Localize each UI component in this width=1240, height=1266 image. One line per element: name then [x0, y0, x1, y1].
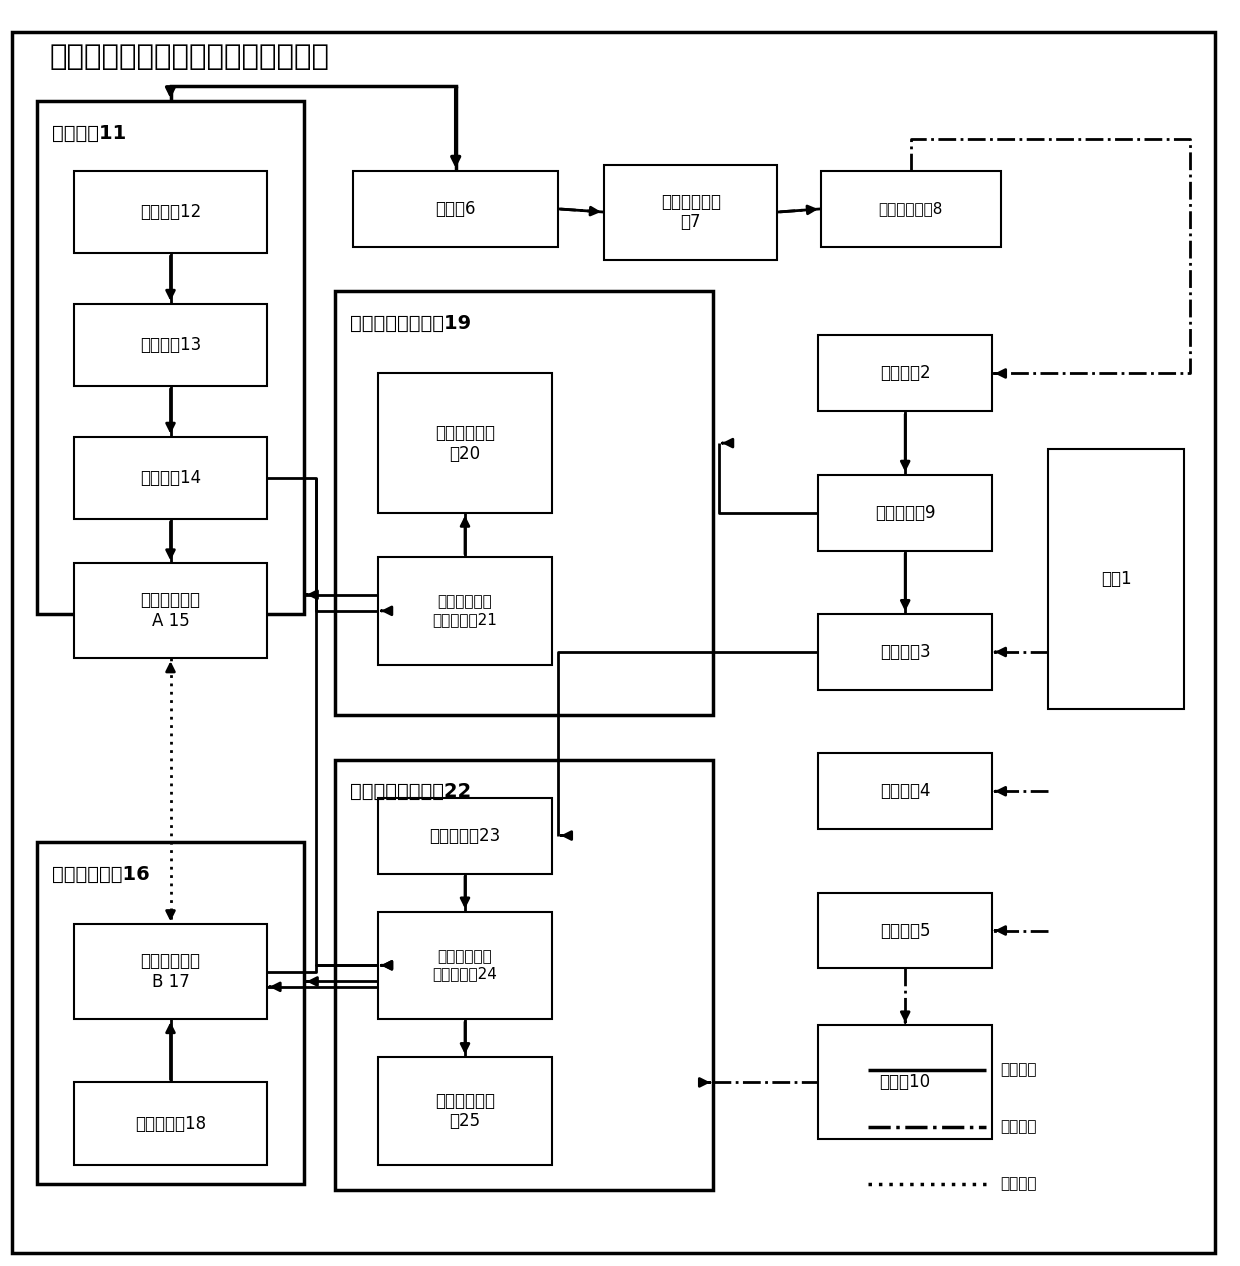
Text: 无线连接: 无线连接	[1001, 1176, 1037, 1191]
FancyBboxPatch shape	[378, 912, 552, 1019]
Text: 采样脉冲演示
屏25: 采样脉冲演示 屏25	[435, 1091, 495, 1131]
Text: 参数输入器18: 参数输入器18	[135, 1114, 206, 1133]
Text: 主控模块11: 主控模块11	[52, 124, 126, 143]
Text: 时钟模块12: 时钟模块12	[140, 203, 201, 222]
Text: 电源触点3: 电源触点3	[880, 643, 930, 661]
Text: 电源接口2: 电源接口2	[880, 365, 930, 382]
Text: 装配卡槽5: 装配卡槽5	[880, 922, 930, 939]
Text: 采样脉冲演示系统22: 采样脉冲演示系统22	[350, 782, 471, 801]
Text: 原始信号演示
屏20: 原始信号演示 屏20	[435, 424, 495, 462]
FancyBboxPatch shape	[821, 171, 1001, 247]
FancyBboxPatch shape	[378, 373, 552, 513]
Text: 参数设置装置16: 参数设置装置16	[52, 865, 150, 884]
Text: 主控芯片14: 主控芯片14	[140, 468, 201, 487]
Text: 副电源模块23: 副电源模块23	[429, 827, 501, 844]
FancyBboxPatch shape	[74, 563, 267, 658]
FancyBboxPatch shape	[818, 1025, 992, 1139]
FancyBboxPatch shape	[37, 101, 304, 614]
FancyBboxPatch shape	[818, 614, 992, 690]
FancyBboxPatch shape	[604, 165, 777, 260]
Text: 上基板10: 上基板10	[879, 1074, 931, 1091]
Text: 复位电路13: 复位电路13	[140, 335, 201, 354]
FancyBboxPatch shape	[818, 893, 992, 968]
FancyBboxPatch shape	[818, 335, 992, 411]
FancyBboxPatch shape	[74, 437, 267, 519]
FancyBboxPatch shape	[74, 171, 267, 253]
FancyBboxPatch shape	[818, 753, 992, 829]
FancyBboxPatch shape	[1048, 449, 1184, 709]
Text: 下基板6: 下基板6	[435, 200, 476, 218]
FancyBboxPatch shape	[818, 475, 992, 551]
FancyBboxPatch shape	[74, 924, 267, 1019]
Text: 无线通信模块
B 17: 无线通信模块 B 17	[140, 952, 201, 991]
Text: 底座1: 底座1	[1101, 570, 1131, 589]
FancyBboxPatch shape	[335, 291, 713, 715]
FancyBboxPatch shape	[74, 1082, 267, 1165]
Text: 一种基于时域波形的采样脉冲演示仪: 一种基于时域波形的采样脉冲演示仪	[50, 43, 330, 71]
FancyBboxPatch shape	[37, 842, 304, 1184]
Text: 采样脉冲演示
屏驱动模块24: 采样脉冲演示 屏驱动模块24	[433, 950, 497, 981]
FancyBboxPatch shape	[74, 304, 267, 386]
FancyBboxPatch shape	[378, 798, 552, 874]
Text: 机械连接: 机械连接	[1001, 1119, 1037, 1134]
Text: 装配开口4: 装配开口4	[880, 782, 930, 800]
Text: 原始信号演示系统19: 原始信号演示系统19	[350, 314, 471, 333]
Text: 无线通信模块
A 15: 无线通信模块 A 15	[140, 591, 201, 630]
FancyBboxPatch shape	[335, 760, 713, 1190]
Text: 原始信号演示
屏驱动模块21: 原始信号演示 屏驱动模块21	[433, 595, 497, 627]
Text: 电路连接: 电路连接	[1001, 1062, 1037, 1077]
Text: 下基板固定螺
钉7: 下基板固定螺 钉7	[661, 192, 720, 232]
FancyBboxPatch shape	[378, 1057, 552, 1165]
FancyBboxPatch shape	[378, 557, 552, 665]
FancyBboxPatch shape	[353, 171, 558, 247]
Text: 下基板固定柱8: 下基板固定柱8	[879, 201, 942, 216]
Text: 主电源模块9: 主电源模块9	[875, 504, 935, 522]
FancyBboxPatch shape	[12, 32, 1215, 1253]
